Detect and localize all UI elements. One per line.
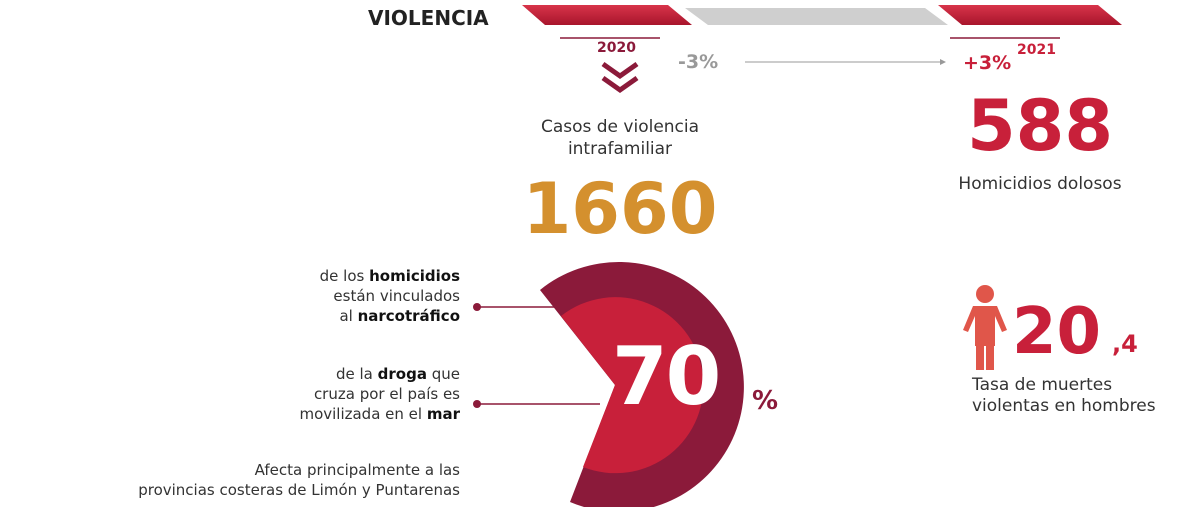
note-line: de la droga que — [299, 364, 460, 384]
note-line: al narcotráfico — [320, 306, 460, 326]
note-line: Afecta principalmente a las — [138, 460, 460, 480]
note: de la droga que cruza por el país es movil… — [299, 364, 460, 424]
note-text: movilizada en el — [299, 405, 427, 423]
note-text: están vinculados — [333, 287, 460, 305]
sector — [561, 297, 704, 474]
label: Casos de violencia intrafamiliar — [540, 117, 700, 159]
big-number: 588 — [966, 85, 1114, 167]
note-line: de los homicidios — [320, 266, 460, 286]
big-number: 1660 — [522, 168, 718, 250]
year: 2020 — [597, 40, 636, 56]
note-text: Afecta principalmente a las — [254, 461, 460, 479]
big-number: 20 — [1012, 295, 1102, 369]
ribbon — [522, 5, 692, 25]
note: Afecta principalmente a las provincias co… — [138, 460, 460, 500]
big-number: 70 — [612, 330, 721, 423]
note-text: de la — [336, 365, 378, 383]
note: de los homicidios están vinculados al narc… — [320, 266, 460, 326]
note-text: que — [426, 365, 460, 383]
note-line: cruza por el país es — [299, 384, 460, 404]
dot — [473, 400, 481, 408]
decimal: ,4 — [1112, 330, 1138, 358]
year: 2021 — [1017, 42, 1056, 58]
unit: % — [752, 386, 779, 416]
change: +3% — [963, 52, 1012, 74]
chevron — [601, 75, 639, 94]
title: VIOLENCIA — [368, 6, 489, 30]
note-text: droga — [377, 365, 427, 383]
note-line: provincias costeras de Limón y Puntarena… — [138, 480, 460, 500]
note-text: al — [339, 307, 358, 325]
person-icon — [963, 285, 1007, 370]
chevron — [601, 61, 639, 80]
note-line: están vinculados — [320, 286, 460, 306]
note-text: homicidios — [369, 267, 460, 285]
dot — [473, 303, 481, 311]
note-text: cruza por el país es — [313, 385, 460, 403]
note-text: mar — [426, 405, 460, 423]
note-line: movilizada en el mar — [299, 404, 460, 424]
note-text: narcotráfico — [357, 307, 460, 325]
ribbon — [685, 8, 948, 25]
arrow-head — [940, 59, 946, 65]
change: -3% — [678, 51, 719, 73]
label: Homicidios dolosos — [958, 174, 1122, 194]
note-text: provincias costeras de Limón y Puntarena… — [138, 481, 460, 499]
label: Tasa de muertes violentas en hombres — [972, 375, 1156, 416]
ribbon — [938, 5, 1122, 25]
note-text: de los — [319, 267, 370, 285]
